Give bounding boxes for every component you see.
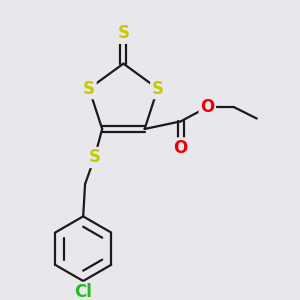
Text: O: O bbox=[200, 98, 214, 116]
Text: Cl: Cl bbox=[74, 284, 92, 300]
Text: S: S bbox=[117, 24, 129, 42]
Text: S: S bbox=[83, 80, 95, 98]
Text: S: S bbox=[152, 80, 164, 98]
Text: O: O bbox=[174, 139, 188, 157]
Text: S: S bbox=[88, 148, 101, 166]
